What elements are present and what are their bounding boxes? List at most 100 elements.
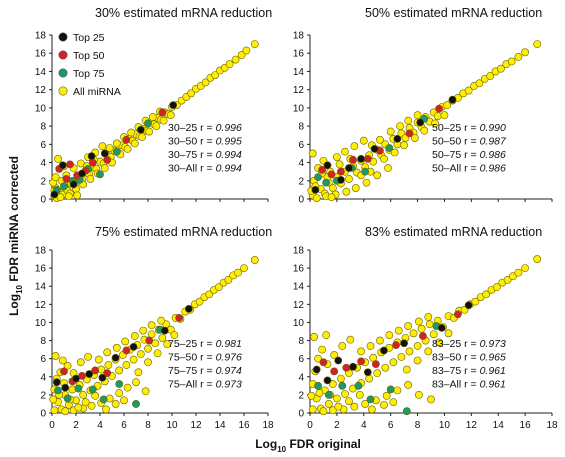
data-point bbox=[351, 184, 360, 192]
panel-title: 83% estimated mRNA reduction bbox=[365, 225, 542, 239]
series-top-25 bbox=[50, 101, 178, 199]
data-point bbox=[132, 400, 140, 408]
correlation-stat: 30–25 r = 0.996 bbox=[168, 122, 242, 134]
stat-label: 30–50 r = bbox=[168, 136, 216, 148]
data-point bbox=[409, 329, 418, 338]
data-point bbox=[334, 356, 343, 365]
data-point bbox=[464, 86, 473, 95]
data-point bbox=[354, 381, 363, 390]
data-point bbox=[63, 362, 72, 370]
correlation-stat: 75–All r = 0.973 bbox=[168, 379, 242, 391]
data-point bbox=[471, 297, 480, 306]
data-point bbox=[214, 283, 223, 292]
x-tick-label: 4 bbox=[97, 420, 103, 431]
y-tick-label: 18 bbox=[293, 246, 305, 257]
data-point bbox=[152, 122, 161, 131]
data-point bbox=[335, 160, 344, 169]
correlation-stat: 75–50 r = 0.976 bbox=[168, 352, 242, 364]
y-tick-label: 6 bbox=[298, 140, 304, 151]
data-point bbox=[153, 349, 162, 358]
data-point bbox=[342, 363, 351, 372]
data-point bbox=[349, 155, 357, 164]
data-point bbox=[51, 352, 60, 360]
data-point bbox=[328, 406, 337, 415]
series-top-75 bbox=[314, 322, 441, 416]
legend-label: Top 75 bbox=[73, 68, 105, 80]
data-point bbox=[385, 144, 394, 152]
data-point bbox=[337, 374, 345, 383]
y-tick-label: 0 bbox=[298, 409, 304, 420]
data-point bbox=[61, 407, 70, 416]
data-point bbox=[357, 357, 365, 366]
data-point bbox=[96, 170, 104, 179]
data-point bbox=[160, 326, 169, 335]
data-point bbox=[242, 46, 251, 55]
data-point bbox=[373, 171, 382, 180]
data-point bbox=[319, 358, 328, 367]
data-point bbox=[78, 169, 86, 178]
data-point bbox=[115, 389, 124, 397]
data-point bbox=[497, 64, 505, 73]
stat-value: 0.974 bbox=[216, 365, 242, 377]
data-point bbox=[121, 337, 130, 346]
x-tick-label: 14 bbox=[493, 420, 505, 431]
x-tick-label: 12 bbox=[190, 420, 202, 431]
x-tick-label: 18 bbox=[262, 420, 274, 431]
data-point bbox=[402, 407, 411, 416]
correlation-stat: 83–75 r = 0.961 bbox=[432, 365, 506, 377]
data-point bbox=[231, 55, 240, 64]
stat-value: 0.965 bbox=[480, 352, 506, 364]
data-point bbox=[51, 173, 60, 182]
x-axis-label-main: Log bbox=[255, 437, 277, 451]
data-point bbox=[410, 134, 419, 142]
x-tick-label: 14 bbox=[214, 420, 226, 431]
y-tick-label: 12 bbox=[35, 85, 47, 96]
legend-marker bbox=[58, 86, 68, 96]
data-point bbox=[138, 133, 146, 141]
data-point bbox=[419, 332, 427, 340]
data-point bbox=[122, 135, 131, 144]
series-top-25 bbox=[311, 95, 457, 194]
data-point bbox=[166, 111, 175, 120]
data-point bbox=[359, 136, 368, 145]
y-tick-label: 12 bbox=[293, 85, 305, 96]
data-point bbox=[365, 374, 374, 383]
stat-value: 0.961 bbox=[480, 379, 506, 391]
y-tick-label: 4 bbox=[298, 372, 304, 383]
data-point bbox=[448, 95, 457, 104]
data-point bbox=[62, 175, 71, 183]
data-point bbox=[345, 175, 353, 183]
data-point bbox=[308, 405, 317, 414]
data-point bbox=[394, 326, 403, 335]
y-tick-label: 12 bbox=[293, 300, 305, 311]
data-point bbox=[431, 119, 439, 128]
data-point bbox=[145, 336, 154, 345]
data-point bbox=[60, 182, 68, 191]
data-point bbox=[123, 144, 132, 153]
y-tick-label: 8 bbox=[298, 122, 304, 133]
data-point bbox=[367, 405, 376, 414]
data-point bbox=[60, 367, 68, 376]
data-point bbox=[393, 134, 402, 143]
data-point bbox=[112, 343, 121, 352]
correlation-stat: 30–All r = 0.994 bbox=[168, 163, 242, 175]
y-axis-label-main: Log bbox=[7, 294, 21, 316]
data-point bbox=[492, 283, 501, 292]
data-point bbox=[49, 395, 58, 404]
data-point bbox=[88, 385, 97, 394]
data-point bbox=[341, 147, 349, 156]
data-point bbox=[87, 401, 96, 410]
data-point bbox=[52, 378, 61, 387]
stat-value: 0.995 bbox=[216, 136, 242, 148]
data-point bbox=[240, 264, 248, 273]
y-tick-label: 16 bbox=[293, 264, 305, 275]
data-point bbox=[205, 290, 214, 299]
data-point bbox=[195, 297, 204, 306]
legend-label: All miRNA bbox=[73, 86, 121, 98]
correlation-stat: 75–25 r = 0.981 bbox=[168, 338, 242, 350]
data-point bbox=[74, 403, 83, 412]
data-point bbox=[323, 376, 332, 385]
x-tick-label: 2 bbox=[334, 420, 340, 431]
stat-label: 50–All r = bbox=[432, 163, 480, 175]
x-tick-label: 6 bbox=[121, 420, 127, 431]
